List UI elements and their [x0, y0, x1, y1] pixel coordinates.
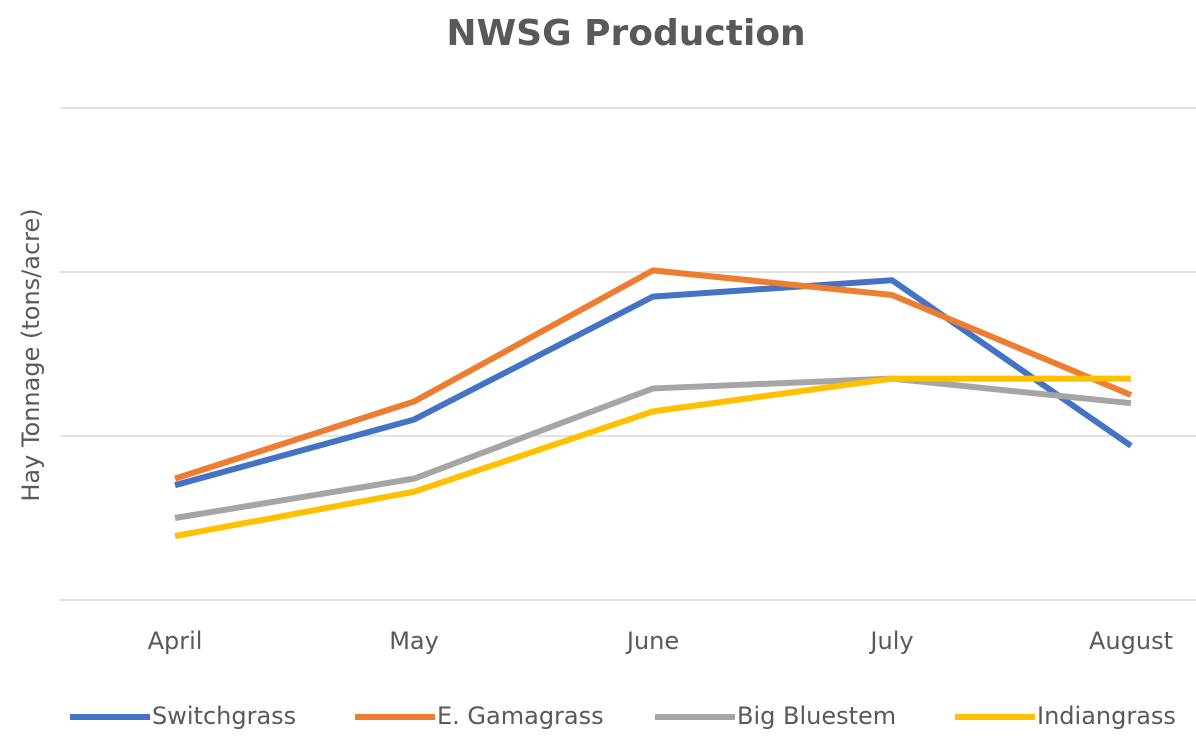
- x-tick-label: June: [625, 627, 679, 655]
- series-line: [174, 277, 1133, 489]
- x-tick-label: July: [868, 627, 913, 655]
- chart-title: NWSG Production: [446, 13, 805, 54]
- legend-label: E. Gamagrass: [437, 702, 604, 730]
- x-tick-label: August: [1089, 627, 1173, 655]
- series-line: [174, 267, 1133, 482]
- series-line: [174, 375, 1132, 521]
- series-line: [174, 375, 1131, 539]
- legend-label: Indiangrass: [1037, 702, 1176, 730]
- y-axis-label: Hay Tonnage (tons/acre): [17, 208, 45, 501]
- x-tick-label: April: [148, 627, 203, 655]
- legend-label: Big Bluestem: [737, 702, 896, 730]
- x-tick-label: May: [389, 627, 439, 655]
- legend-label: Switchgrass: [152, 702, 296, 730]
